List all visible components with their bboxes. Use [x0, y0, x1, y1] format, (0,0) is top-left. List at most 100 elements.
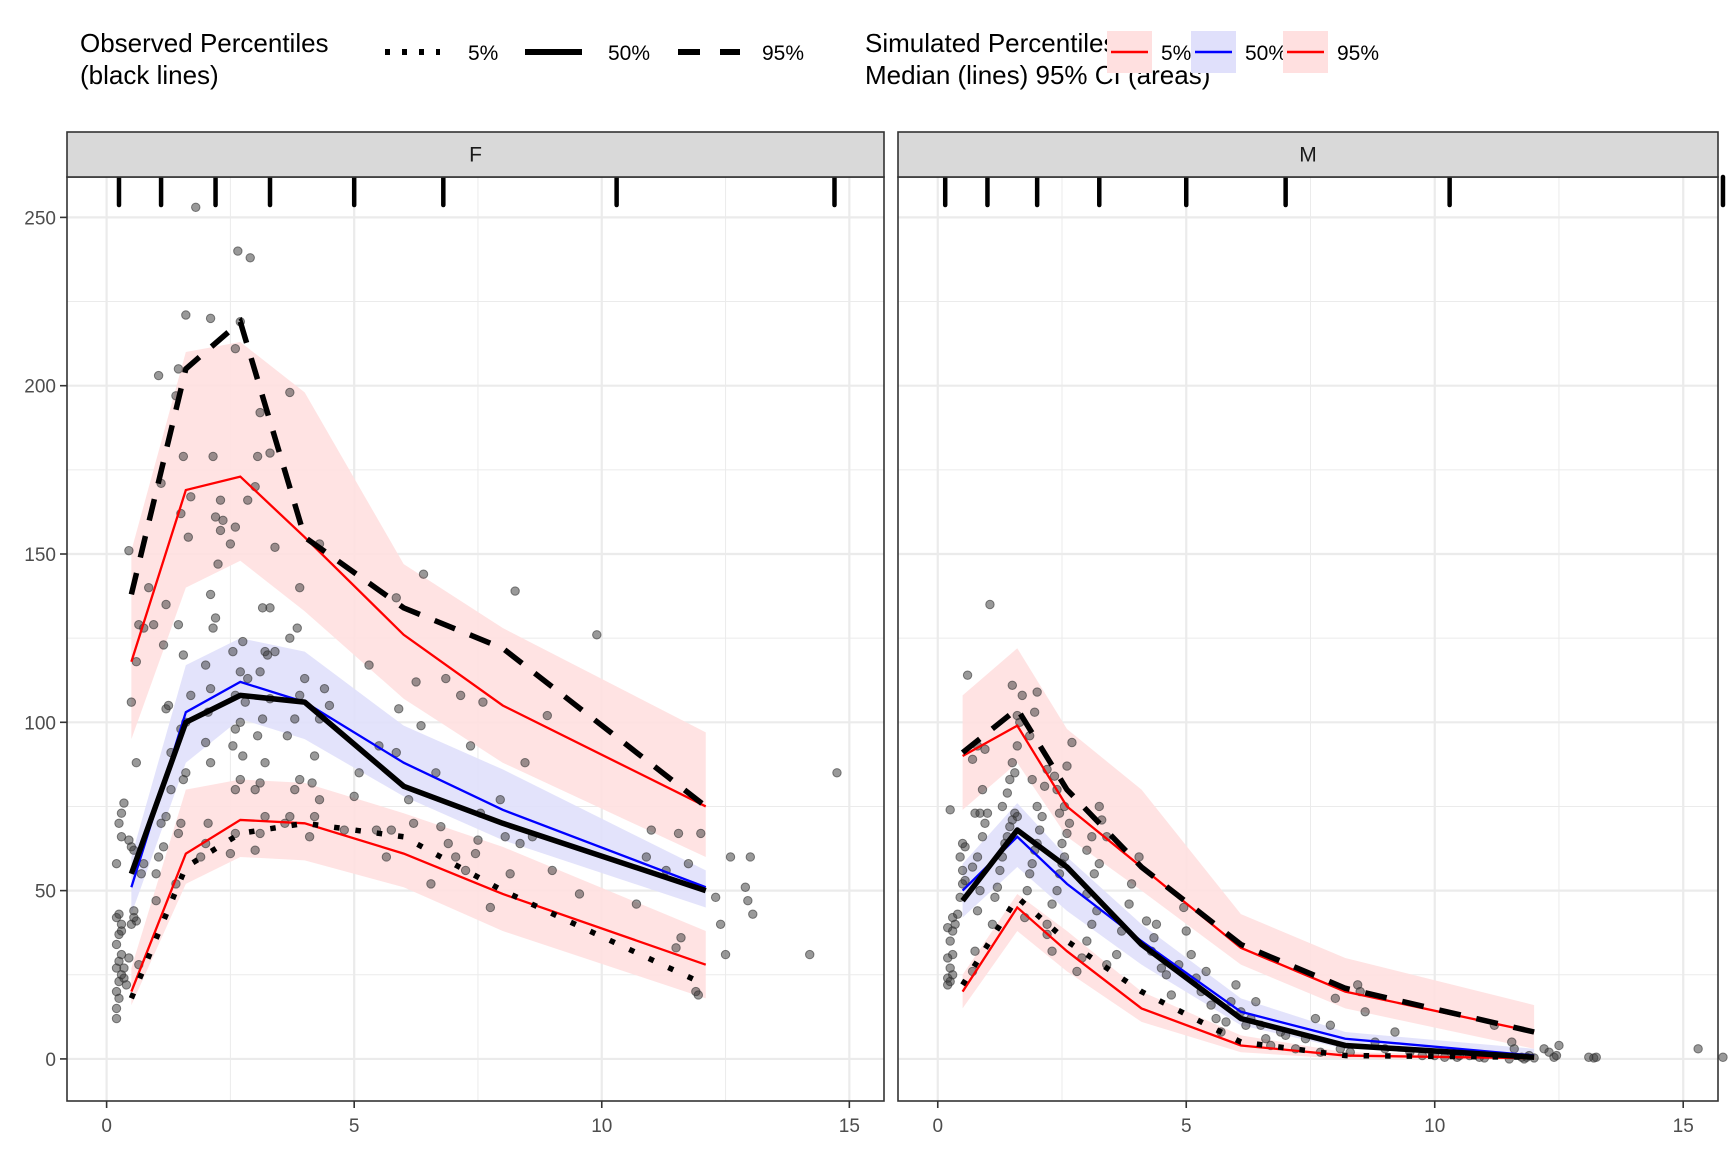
data-point	[1022, 885, 1032, 896]
data-point	[119, 963, 129, 973]
data-point	[116, 926, 127, 936]
data-point	[426, 879, 436, 889]
data-point	[111, 1003, 122, 1014]
data-point	[441, 673, 451, 684]
data-point	[215, 525, 226, 536]
data-point	[1010, 768, 1020, 778]
data-point	[947, 949, 958, 960]
facet-strip-f	[66, 131, 885, 178]
data-point	[166, 784, 176, 795]
data-point	[967, 754, 978, 765]
data-point	[1032, 687, 1042, 697]
data-point	[500, 832, 510, 842]
data-point	[292, 623, 302, 633]
data-point	[255, 667, 265, 677]
data-point	[997, 801, 1008, 812]
data-point	[176, 818, 186, 828]
data-point	[805, 949, 815, 960]
obs-line-p50-m	[960, 827, 1535, 1060]
data-point	[161, 599, 171, 610]
data-point	[243, 495, 253, 505]
data-point	[455, 690, 466, 701]
data-point	[945, 805, 955, 815]
y-tick-label: 200	[24, 377, 56, 398]
data-point	[505, 869, 515, 879]
sim-line-p5-f	[130, 818, 707, 993]
data-point	[230, 784, 241, 795]
data-point	[161, 811, 171, 822]
data-point	[1034, 825, 1045, 835]
data-point	[116, 808, 127, 818]
legend-observed-label-5: 5%	[468, 42, 498, 65]
data-point	[181, 768, 191, 778]
data-point	[1072, 966, 1082, 977]
sim-line-p95-f	[130, 475, 707, 808]
data-point	[972, 906, 983, 916]
data-point	[304, 832, 315, 842]
data-point	[282, 731, 293, 741]
data-point	[542, 710, 552, 721]
data-point	[309, 811, 320, 822]
data-point	[295, 582, 305, 593]
data-point	[205, 313, 216, 324]
data-point	[195, 852, 206, 862]
data-point	[1141, 916, 1152, 926]
x-tick-label: 15	[1673, 1116, 1694, 1137]
data-point	[945, 936, 955, 946]
data-point	[495, 795, 505, 805]
data-point	[215, 495, 226, 505]
data-point	[260, 811, 270, 822]
data-point	[990, 892, 1000, 903]
data-point	[975, 885, 985, 896]
data-point	[1049, 771, 1060, 781]
legend-observed: Observed Percentiles (black lines) 5% 50…	[80, 28, 804, 90]
legend-simulated-title-line1: Simulated Percentiles	[865, 28, 1116, 58]
data-point	[1261, 1034, 1271, 1044]
data-point	[119, 798, 129, 808]
data-point	[158, 842, 169, 852]
data-point	[957, 838, 968, 849]
facet-strip-label-m: M	[1299, 144, 1317, 167]
data-point	[720, 949, 731, 960]
data-point	[574, 889, 585, 899]
data-point	[285, 387, 295, 398]
data-point	[295, 774, 305, 785]
data-point	[1221, 1017, 1231, 1027]
data-point	[485, 902, 496, 913]
legend-observed-label-50: 50%	[608, 42, 650, 65]
legend-simulated-title-line2: Median (lines) 95% CI (areas)	[865, 60, 1210, 90]
data-point	[124, 953, 134, 963]
data-point	[977, 832, 988, 842]
obs-line-p95-f	[128, 316, 708, 809]
data-point	[1059, 852, 1070, 862]
data-point	[129, 906, 139, 916]
data-point	[208, 623, 218, 633]
data-point	[1062, 828, 1072, 839]
data-point	[693, 990, 704, 1000]
obs-line-p95-m	[960, 704, 1535, 1035]
data-point	[740, 882, 751, 892]
data-point	[225, 539, 236, 549]
data-point	[260, 758, 270, 768]
data-point	[1111, 949, 1122, 960]
data-point	[520, 758, 530, 768]
data-point	[1039, 781, 1050, 791]
data-point	[124, 545, 134, 556]
data-point	[1179, 902, 1189, 913]
data-point	[290, 714, 300, 724]
legend-simulated-label-5: 5%	[1161, 42, 1191, 65]
data-point	[1509, 1044, 1519, 1054]
data-point	[235, 667, 246, 677]
data-point	[1126, 879, 1137, 889]
data-point	[151, 896, 161, 906]
data-point	[186, 690, 196, 701]
data-point	[1124, 899, 1134, 909]
data-point	[1012, 741, 1022, 751]
data-point	[225, 848, 236, 859]
x-tick-label: 5	[1181, 1116, 1192, 1137]
data-point	[111, 986, 122, 997]
x-tick-label: 10	[1424, 1116, 1445, 1137]
y-tick-label: 250	[24, 208, 56, 229]
